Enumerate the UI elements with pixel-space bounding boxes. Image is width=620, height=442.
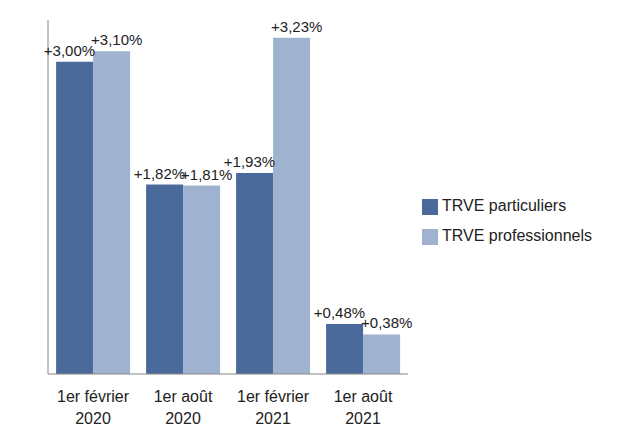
html-text:TRVE professionnels: TRVE professionnels (442, 227, 592, 244)
svg-text:+3,10%: +3,10% (91, 31, 142, 48)
svg-text:+1,82%: +1,82% (134, 165, 185, 182)
svg-text:1er août2021: 1er août2021 (334, 388, 393, 427)
svg-text:+1,93%: +1,93% (223, 153, 276, 171)
svg-text:1er février2020: 1er février2020 (57, 388, 130, 427)
svg-text:+3,23%: +3,23% (271, 18, 322, 35)
svg-text:1er août2020: 1er août2020 (154, 388, 213, 427)
svg-text:1er février2021: 1er février2021 (237, 388, 310, 427)
svg-text:+3,00%: +3,00% (44, 42, 95, 59)
svg-text:+1,81%: +1,81% (181, 166, 232, 183)
svg-text:+0,48%: +0,48% (314, 304, 365, 321)
svg-text:+0,38%: +0,38% (361, 314, 412, 331)
html-text:TRVE particuliers: TRVE particuliers (442, 197, 567, 214)
